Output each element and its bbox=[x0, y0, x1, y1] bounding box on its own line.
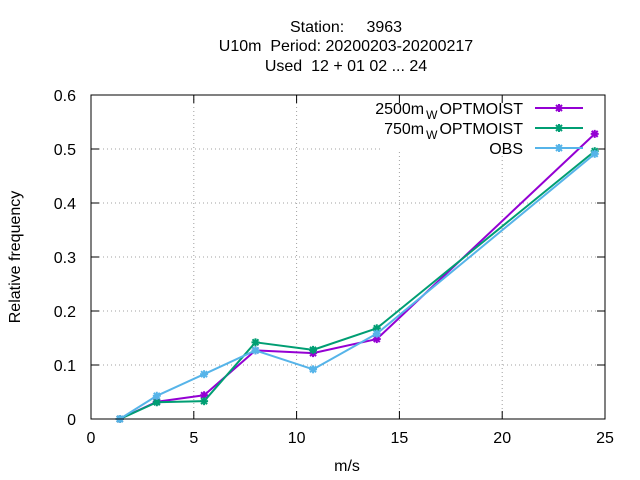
marker-d2 bbox=[591, 130, 599, 138]
data-point-750m bbox=[251, 338, 260, 347]
y-tick-label: 0.6 bbox=[54, 88, 76, 105]
legend-marker-obs bbox=[555, 144, 563, 152]
legend-name: 2500m bbox=[375, 101, 424, 118]
series-line-2500m bbox=[119, 133, 596, 420]
legend-name: 750m bbox=[384, 121, 424, 138]
x-tick-label: 15 bbox=[391, 430, 409, 447]
legend-suffix: OPTMOIST bbox=[439, 101, 523, 118]
legend-label-obs: OBS bbox=[489, 141, 523, 158]
y-tick-label: 0.5 bbox=[54, 142, 76, 159]
grid bbox=[91, 95, 605, 419]
data-point-obs bbox=[251, 346, 260, 355]
x-tick-label: 10 bbox=[288, 430, 306, 447]
marker-d2 bbox=[555, 104, 563, 112]
marker-d2 bbox=[251, 346, 260, 355]
y-tick-label: 0 bbox=[67, 412, 76, 429]
marker-d2 bbox=[200, 397, 208, 405]
chart-title-line-3: Used 12 + 01 02 ... 24 bbox=[265, 58, 427, 75]
data-point-obs bbox=[200, 370, 209, 379]
axis-ticks: 0 0.1 0.2 0.3 0.4 0.5 0.6 0 5 10 15 20 25 bbox=[54, 88, 614, 447]
marker-d2 bbox=[309, 346, 317, 354]
legend-suffix: OPTMOIST bbox=[439, 121, 523, 138]
legend-subscript: W bbox=[426, 108, 438, 122]
x-tick-label: 25 bbox=[596, 430, 614, 447]
x-axis-label: m/s bbox=[334, 458, 360, 475]
chart-title-line-1: Station: 3963 bbox=[290, 19, 402, 36]
data-point-2500m bbox=[590, 129, 599, 138]
marker-d2 bbox=[153, 398, 161, 406]
marker-d2 bbox=[200, 391, 208, 399]
y-axis-label: Relative frequency bbox=[7, 191, 24, 324]
data-point-obs bbox=[372, 329, 381, 338]
data-point-obs bbox=[152, 391, 161, 400]
marker-d2 bbox=[251, 338, 260, 347]
marker-d2 bbox=[373, 329, 381, 338]
series-2500m bbox=[115, 129, 599, 423]
legend-marker-750m bbox=[555, 124, 563, 132]
legend-marker-2500m bbox=[555, 104, 563, 112]
data-point-750m bbox=[309, 345, 318, 354]
series-line-750m bbox=[119, 150, 596, 420]
y-tick-label: 0.1 bbox=[54, 358, 76, 375]
x-tick-label: 20 bbox=[493, 430, 511, 447]
marker-d2 bbox=[555, 124, 563, 132]
x-tick-label: 0 bbox=[87, 430, 96, 447]
y-tick-label: 0.2 bbox=[54, 304, 76, 321]
legend-label-2500m: 2500m W OPTMOIST bbox=[375, 101, 523, 122]
marker-d2 bbox=[153, 392, 161, 400]
marker-d2 bbox=[200, 370, 208, 378]
series-obs bbox=[115, 149, 599, 423]
x-tick-label: 5 bbox=[189, 430, 198, 447]
data-point-750m bbox=[200, 397, 209, 406]
data-point-obs bbox=[590, 149, 599, 158]
series-layer bbox=[115, 129, 599, 423]
series-line-obs bbox=[119, 153, 596, 420]
marker-d2 bbox=[555, 144, 563, 152]
legend-subscript: W bbox=[426, 128, 438, 142]
marker-d2 bbox=[591, 150, 599, 158]
plot-frame bbox=[90, 94, 606, 420]
legend-label-750m: 750m W OPTMOIST bbox=[384, 121, 523, 142]
y-tick-label: 0.3 bbox=[54, 250, 76, 267]
marker-d2 bbox=[309, 365, 317, 374]
y-tick-label: 0.4 bbox=[54, 196, 76, 213]
legend-name: OBS bbox=[489, 141, 523, 158]
chart-title-line-2: U10m Period: 20200203-20200217 bbox=[219, 38, 474, 55]
data-point-obs bbox=[309, 365, 318, 374]
